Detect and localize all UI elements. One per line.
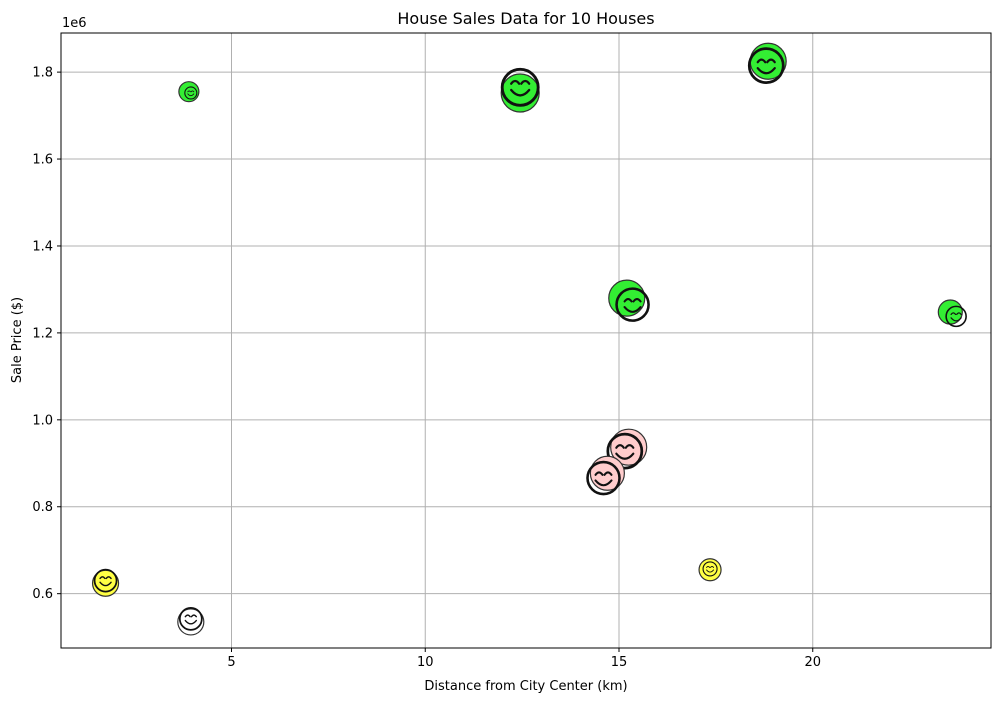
- y-tick-label: 1.2: [32, 326, 53, 341]
- data-point: [178, 81, 200, 103]
- point-marker: [178, 81, 200, 103]
- data-point: [91, 568, 120, 597]
- smiley-face-icon: [178, 606, 203, 631]
- chart-title: House Sales Data for 10 Houses: [397, 9, 654, 28]
- point-marker: [608, 279, 646, 317]
- smiley-face-icon: [500, 67, 540, 107]
- data-point: [698, 558, 722, 582]
- data-point: [747, 42, 787, 84]
- smiley-face-icon: [702, 561, 718, 577]
- x-axis-label: Distance from City Center (km): [424, 679, 627, 694]
- smiley-face-icon: [586, 460, 621, 496]
- smiley-face-icon: [747, 47, 785, 84]
- y-tick-label: 1.6: [32, 153, 53, 168]
- x-axis-ticks: 5 10 15 20: [227, 648, 821, 670]
- smiley-face-icon: [615, 287, 650, 322]
- data-point: [606, 428, 648, 470]
- y-tick-label: 0.8: [32, 500, 53, 515]
- smiley-face-icon: [606, 432, 644, 470]
- x-tick-label: 15: [611, 655, 628, 670]
- smiley-face-icon: [945, 305, 967, 328]
- data-point: [586, 455, 625, 496]
- plot-frame: [60, 32, 992, 649]
- data-points: [91, 42, 967, 636]
- y-tick-label: 1.0: [32, 413, 53, 428]
- x-tick-label: 5: [227, 655, 235, 670]
- y-tick-label: 1.4: [32, 239, 53, 254]
- grid-lines: [61, 33, 991, 648]
- y-axis-ticks: 0.6 0.8 1.0 1.2 1.4 1.6 1.8: [32, 66, 61, 602]
- smiley-face-icon: [93, 568, 118, 593]
- y-tick-label: 1.8: [32, 66, 53, 81]
- y-offset-label: 1e6: [62, 16, 87, 31]
- data-point: [177, 606, 205, 636]
- smiley-face-icon: [184, 86, 198, 100]
- x-tick-label: 10: [417, 655, 434, 670]
- data-point: [937, 299, 967, 328]
- y-axis-label: Sale Price ($): [10, 297, 25, 383]
- y-tick-label: 0.6: [32, 587, 53, 602]
- x-tick-label: 20: [804, 655, 821, 670]
- data-point: [608, 279, 650, 322]
- data-point: [500, 67, 540, 113]
